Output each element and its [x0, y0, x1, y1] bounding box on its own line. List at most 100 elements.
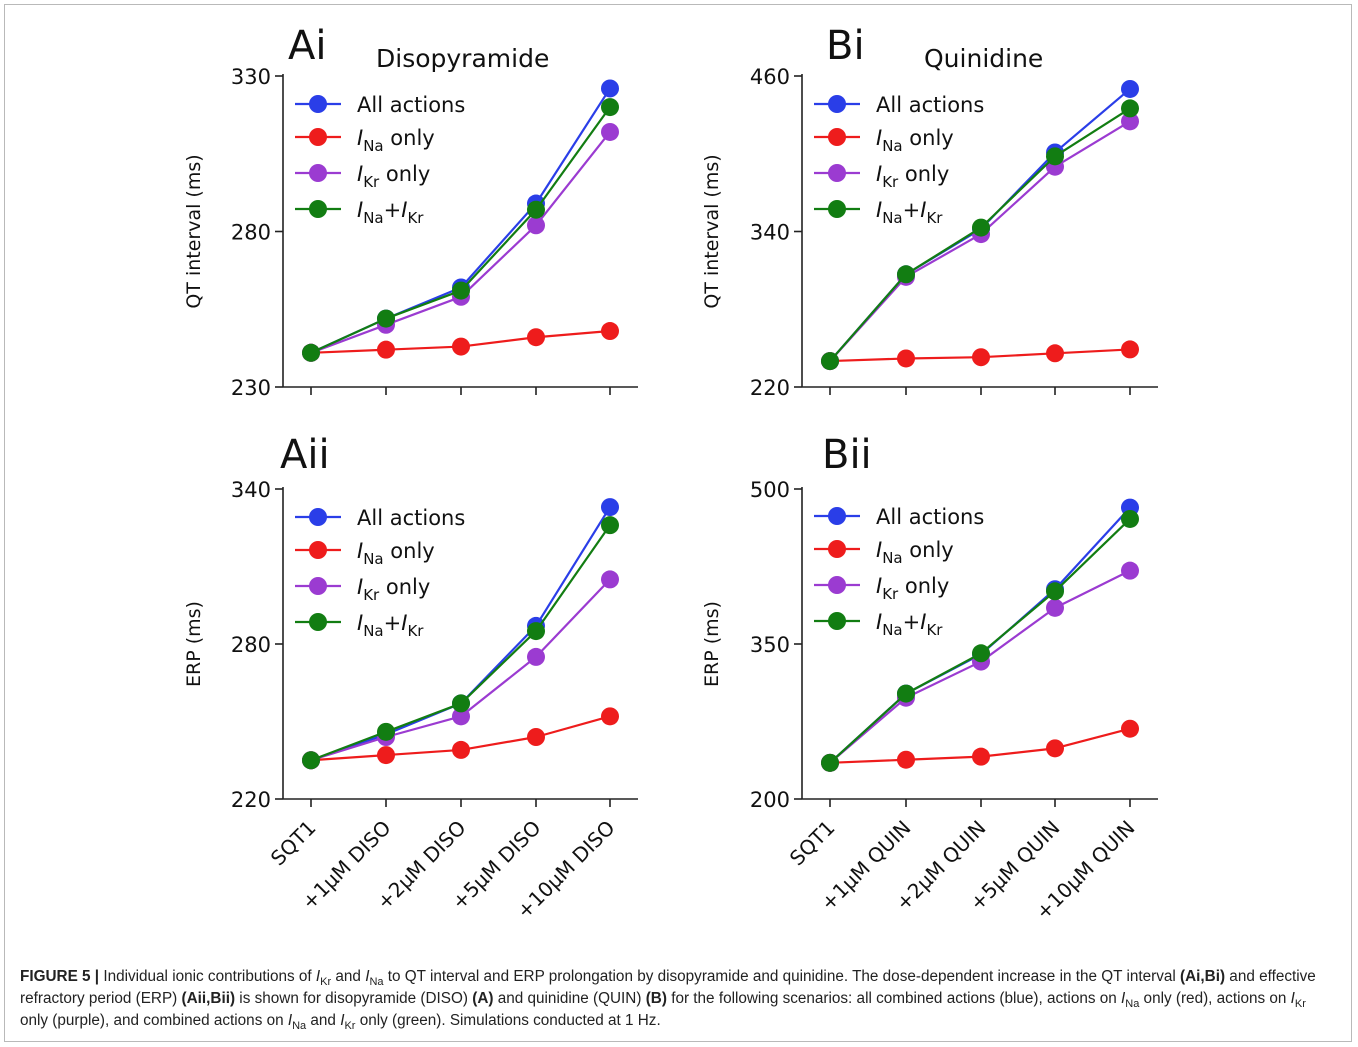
data-point-na [1046, 344, 1064, 363]
caption-text: Kr [320, 976, 332, 989]
legend-marker-kr [309, 577, 327, 595]
legend-label-kr: IKr only [357, 162, 430, 191]
x-tick-label: SQT1 [785, 816, 840, 871]
y-axis-label: QT interval (ms) [183, 154, 205, 308]
data-point-nakr [1046, 582, 1064, 601]
legend-label-na: INa only [357, 126, 435, 155]
caption-text: only (red), actions on [1139, 990, 1291, 1007]
data-point-na [972, 348, 990, 367]
data-point-nakr [1121, 99, 1139, 118]
data-point-na [1046, 739, 1064, 758]
caption-text: only (green). Simulations conducted at 1… [355, 1012, 661, 1029]
legend-marker-na [309, 128, 327, 146]
data-point-nakr [452, 694, 470, 713]
chart-title: Quinidine [924, 44, 1043, 73]
legend-label-all: All actions [876, 505, 984, 529]
caption-text: Na [369, 976, 384, 989]
panel-label: Aii [280, 432, 330, 478]
legend-label-nakr: INa+IKr [876, 198, 943, 227]
data-point-nakr [527, 622, 545, 641]
legend-label-na: INa only [357, 539, 435, 568]
y-tick-label: 330 [231, 65, 271, 89]
series-line-nakr [310, 106, 611, 354]
panel-label: Bii [822, 432, 872, 478]
data-point-na [452, 337, 470, 356]
y-axis-label: QT interval (ms) [701, 154, 723, 308]
y-tick-label: 230 [231, 376, 271, 400]
data-point-nakr [897, 265, 915, 284]
caption-text: (A) [472, 990, 494, 1007]
data-point-nakr [377, 722, 395, 741]
legend-marker-na [309, 541, 327, 559]
data-point-na [377, 746, 395, 765]
series-line-kr [310, 578, 611, 762]
legend-marker-kr [828, 576, 846, 594]
legend-label-kr: IKr only [876, 574, 949, 603]
y-tick-label: 200 [750, 788, 790, 812]
data-point-kr [601, 122, 619, 141]
caption-text: Kr [1294, 998, 1306, 1011]
x-tick-label: SQT1 [266, 816, 321, 871]
data-point-kr [452, 707, 470, 726]
data-point-kr [1046, 598, 1064, 617]
y-tick-label: 220 [231, 788, 271, 812]
caption-text: and [331, 968, 366, 985]
y-tick-label: 460 [750, 65, 790, 89]
caption-text: I [287, 1012, 293, 1029]
caption-text: Na [292, 1020, 307, 1033]
y-tick-label: 340 [750, 221, 790, 245]
data-point-all [1121, 79, 1139, 98]
chart-title: Disopyramide [376, 44, 549, 73]
data-point-na [972, 747, 990, 766]
legend-label-nakr: INa+IKr [357, 611, 424, 640]
legend-marker-nakr [309, 200, 327, 218]
legend-marker-all [309, 95, 327, 113]
y-tick-label: 340 [231, 478, 271, 502]
caption-text: and effective refractory period (ERP) [20, 968, 1316, 1007]
data-point-na [601, 707, 619, 726]
data-point-nakr [821, 753, 839, 772]
caption-text: is shown for disopyramide (DISO) [235, 990, 473, 1007]
legend-marker-all [828, 95, 846, 113]
legend-marker-kr [828, 164, 846, 182]
legend: All actions INa only IKr only INa+IKr [814, 505, 984, 639]
legend-marker-all [828, 507, 846, 525]
legend-marker-nakr [828, 612, 846, 630]
legend-label-all: All actions [876, 93, 984, 117]
caption-text: Na [1125, 998, 1140, 1011]
data-point-nakr [302, 751, 320, 770]
data-point-kr [601, 570, 619, 589]
legend-marker-nakr [309, 613, 327, 631]
caption-text: Individual ionic contributions of [99, 968, 316, 985]
data-point-kr [527, 647, 545, 666]
y-tick-label: 280 [231, 633, 271, 657]
caption-text: and [306, 1012, 341, 1029]
y-tick-label: 500 [750, 478, 790, 502]
legend-label-na: INa only [876, 538, 954, 567]
data-point-all [601, 498, 619, 517]
data-point-nakr [302, 343, 320, 362]
caption-text: Kr [344, 1020, 356, 1033]
legend-label-all: All actions [357, 93, 465, 117]
data-point-na [527, 328, 545, 347]
data-point-all [601, 79, 619, 98]
data-point-nakr [1046, 147, 1064, 166]
legend-marker-na [828, 128, 846, 146]
data-point-nakr [821, 352, 839, 371]
data-point-na [1121, 719, 1139, 738]
caption-text: and quinidine (QUIN) [493, 990, 646, 1007]
caption-text: I [365, 968, 370, 985]
caption-text: only (purple), and combined actions on [20, 1012, 288, 1029]
caption-text: (Aii,Bii) [181, 990, 236, 1007]
data-point-na [601, 322, 619, 341]
caption-label: FIGURE 5 | [20, 968, 100, 985]
panel-label: Ai [288, 23, 326, 69]
y-tick-label: 280 [231, 221, 271, 245]
data-point-nakr [527, 200, 545, 219]
caption-text: I [1121, 990, 1126, 1007]
data-point-nakr [972, 644, 990, 663]
data-point-na [1121, 340, 1139, 359]
y-axis-label: ERP (ms) [701, 601, 723, 687]
data-point-kr [1121, 112, 1139, 131]
legend: All actions INa only IKr only INa+IKr [814, 93, 984, 227]
